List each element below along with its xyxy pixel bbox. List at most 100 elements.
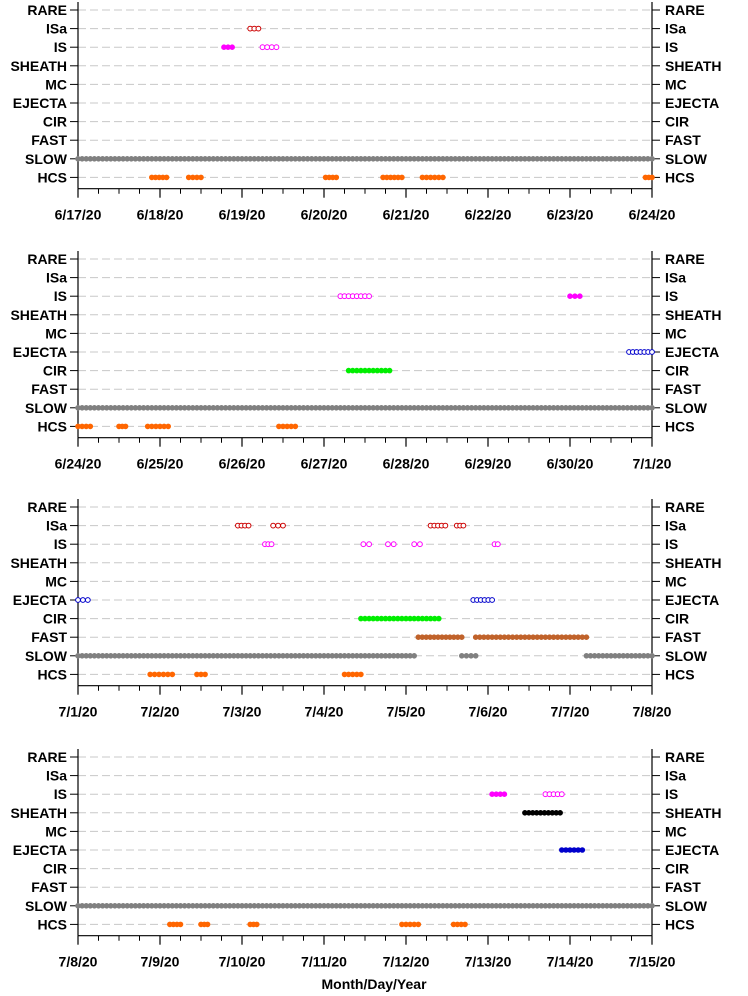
series-slow-run [75,156,655,162]
series-isa-run [453,522,467,529]
y-tick-label-right: IS [665,786,678,802]
x-tick-label: 6/19/20 [219,207,266,223]
y-tick-label-left: MC [45,325,67,341]
data-point [229,44,235,50]
x-tick-label: 6/26/20 [219,456,266,472]
y-tick-label-left: MC [45,823,67,839]
y-tick-label-left: SHEATH [10,307,67,323]
data-point [169,671,176,678]
series-hcs-run [247,921,260,928]
y-tick-label-left: MC [45,573,67,589]
y-tick-label-right: FAST [665,132,701,148]
y-tick-label-right: FAST [665,629,701,645]
data-point [458,634,465,640]
series-slow-run [458,652,479,659]
data-point [463,652,470,659]
data-point [468,652,474,659]
series-hcs-run [642,174,655,181]
data-point [270,522,277,529]
data-point [253,921,260,928]
data-point [489,597,496,603]
series-is-run [542,791,565,798]
series-sheath-run [522,809,563,816]
y-tick-label-left: FAST [31,629,67,645]
y-tick-label-left: HCS [37,666,67,682]
series-is-run [259,44,280,51]
series-is-run [567,293,583,300]
x-tick-label: 7/10/20 [219,954,266,970]
series-cir-run [345,367,393,374]
series-fast-run [415,634,465,640]
data-point [385,541,391,548]
y-tick-label-left: RARE [27,499,67,515]
series-ejecta-run [626,349,655,355]
series-is-run [360,541,373,548]
x-tick-label: 6/27/20 [301,456,348,472]
y-tick-label-right: SLOW [665,898,708,914]
series-hcs-run [147,671,176,678]
data-point [572,293,578,300]
series-isa-run [427,522,449,529]
y-tick-label-left: EJECTA [13,344,67,360]
y-tick-label-right: MC [665,325,687,341]
data-point [386,367,393,374]
series-hcs-run [380,174,405,181]
y-tick-label-right: CIR [665,114,689,130]
y-tick-label-left: SHEATH [10,58,67,74]
y-tick-label-right: HCS [665,418,695,434]
data-point [177,921,184,928]
data-point [649,349,655,355]
data-point [75,597,81,603]
data-point [366,293,373,300]
data-point [360,541,367,548]
y-tick-label-right: RARE [665,499,705,515]
series-ejecta-run [558,847,586,853]
y-tick-label-right: CIR [665,363,689,379]
y-tick-label-left: SLOW [25,151,68,167]
data-point [333,174,340,181]
series-isa-run [247,25,262,32]
y-tick-label-left: FAST [31,132,67,148]
y-tick-label-right: SLOW [665,400,708,416]
data-point [366,541,373,548]
data-point [462,921,468,928]
y-tick-label-left: SHEATH [10,805,67,821]
series-hcs-run [276,423,299,430]
y-tick-label-left: HCS [37,169,67,185]
data-point [255,25,262,32]
x-tick-label: 7/1/20 [633,456,672,472]
data-point [264,44,271,51]
y-tick-label-right: EJECTA [665,842,719,858]
data-point [273,44,280,51]
y-tick-label-left: CIR [43,363,67,379]
data-point [579,847,586,853]
x-tick-label: 7/1/20 [59,704,98,720]
y-tick-label-left: SLOW [25,400,68,416]
x-tick-label: 7/11/20 [301,954,347,970]
y-tick-label-left: SLOW [25,898,68,914]
x-tick-label: 6/21/20 [383,207,430,223]
y-tick-label-left: CIR [43,861,67,877]
series-is-run [262,541,275,548]
y-tick-label-right: SLOW [665,151,708,167]
x-tick-label: 6/24/20 [629,207,676,223]
x-tick-label: 7/3/20 [223,704,262,720]
series-hcs-run [144,423,172,430]
y-tick-label-right: SLOW [665,648,708,664]
series-hcs-run [167,921,184,928]
y-tick-label-right: CIR [665,861,689,877]
x-tick-label: 6/28/20 [383,456,430,472]
data-point [275,522,281,529]
panel-2: RARE RARE ISa ISa IS IS SHEATH SHEATH MC MC EJECTA… [10,251,722,472]
series-slow-run [583,652,655,659]
y-tick-label-right: IS [665,536,678,552]
data-point [501,791,508,797]
series-is-run [411,541,423,548]
data-point [84,597,91,603]
x-tick-label: 7/4/20 [305,704,344,720]
data-point [202,671,208,678]
series-hcs-run [419,174,446,181]
data-point [411,652,418,659]
y-tick-label-left: EJECTA [13,95,67,111]
series-is-run [337,293,373,300]
